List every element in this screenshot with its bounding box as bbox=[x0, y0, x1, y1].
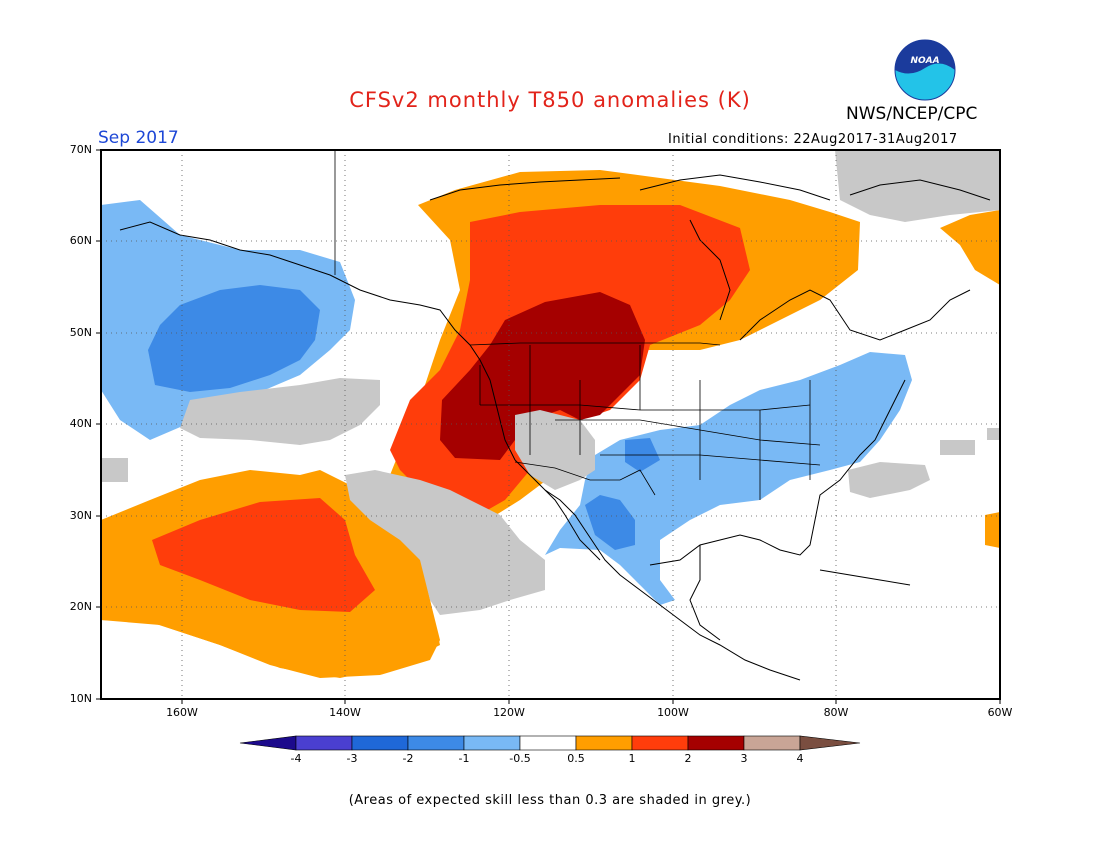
lat-label-40n: 40N bbox=[69, 417, 92, 430]
noaa-logo-text: NOAA bbox=[910, 56, 940, 66]
blue-region-mexico bbox=[585, 495, 635, 550]
colorbar-tick-label: 0.5 bbox=[567, 752, 585, 765]
colorbar-tick-label: 1 bbox=[628, 752, 636, 765]
orange-region-atlantic bbox=[985, 512, 1000, 548]
colorbar-segment bbox=[519, 735, 577, 751]
colorbar-tick-label: 4 bbox=[796, 752, 804, 765]
colorbar bbox=[239, 735, 861, 751]
colorbar-arrow-high bbox=[799, 735, 861, 751]
colorbar-tick-label: -2 bbox=[402, 752, 414, 765]
lon-label-80w: 80W bbox=[823, 706, 849, 719]
colorbar-arrow-low bbox=[239, 735, 297, 751]
coastlines bbox=[119, 174, 991, 681]
grey-region-west-edge bbox=[101, 458, 128, 482]
anomaly-field bbox=[101, 150, 1000, 678]
colorbar-tick-label: -1 bbox=[458, 752, 470, 765]
colorbar-segment bbox=[687, 735, 745, 751]
grey-region-atlantic-small bbox=[940, 440, 975, 455]
initial-conditions-label: Initial conditions: 22Aug2017-31Aug2017 bbox=[668, 132, 958, 147]
lon-label-140w: 140W bbox=[329, 706, 361, 719]
colorbar-segment bbox=[463, 735, 521, 751]
lon-label-100w: 100W bbox=[657, 706, 689, 719]
lat-label-30n: 30N bbox=[69, 509, 92, 522]
lat-label-60n: 60N bbox=[69, 234, 92, 247]
colorbar-segment bbox=[631, 735, 689, 751]
axis-ticks bbox=[96, 149, 1001, 704]
colorbar-tick-label: -3 bbox=[346, 752, 358, 765]
colorbar-tick-label: -4 bbox=[290, 752, 302, 765]
colorbar-segment bbox=[743, 735, 801, 751]
lat-label-70n: 70N bbox=[69, 143, 92, 156]
lightblue-region-us bbox=[545, 352, 912, 605]
lon-label-160w: 160W bbox=[166, 706, 198, 719]
grey-region-southwest bbox=[515, 410, 595, 490]
footnote: (Areas of expected skill less than 0.3 a… bbox=[348, 793, 752, 808]
colorbar-segment bbox=[407, 735, 465, 751]
colorbar-tick-label: 3 bbox=[740, 752, 748, 765]
lat-label-20n: 20N bbox=[69, 600, 92, 613]
colorbar-tick-label: 2 bbox=[684, 752, 692, 765]
valid-month-label: Sep 2017 bbox=[98, 128, 179, 148]
lon-label-60w: 60W bbox=[987, 706, 1013, 719]
colorbar-segment bbox=[295, 735, 353, 751]
chart-title: CFSv2 monthly T850 anomalies (K) bbox=[349, 88, 751, 112]
grey-region-arctic bbox=[835, 150, 1000, 222]
borders bbox=[334, 150, 821, 500]
lat-label-50n: 50N bbox=[69, 326, 92, 339]
org-label: NWS/NCEP/CPC bbox=[846, 104, 978, 124]
red-region-pacific bbox=[152, 498, 375, 612]
grey-region-pacific-south bbox=[345, 470, 545, 615]
colorbar-segment bbox=[351, 735, 409, 751]
grey-region-pacific bbox=[180, 378, 380, 445]
darkred-region-west bbox=[440, 292, 645, 460]
colorbar-tick-label: -0.5 bbox=[509, 752, 531, 765]
orange-region-northeast bbox=[940, 210, 1000, 285]
lat-label-10n: 10N bbox=[69, 692, 92, 705]
blue-region-pacific bbox=[148, 285, 320, 392]
lon-label-120w: 120W bbox=[493, 706, 525, 719]
grey-region-atlantic bbox=[848, 462, 930, 498]
grey-region-east-edge bbox=[987, 428, 1000, 440]
colorbar-segment bbox=[575, 735, 633, 751]
noaa-logo bbox=[894, 39, 956, 101]
